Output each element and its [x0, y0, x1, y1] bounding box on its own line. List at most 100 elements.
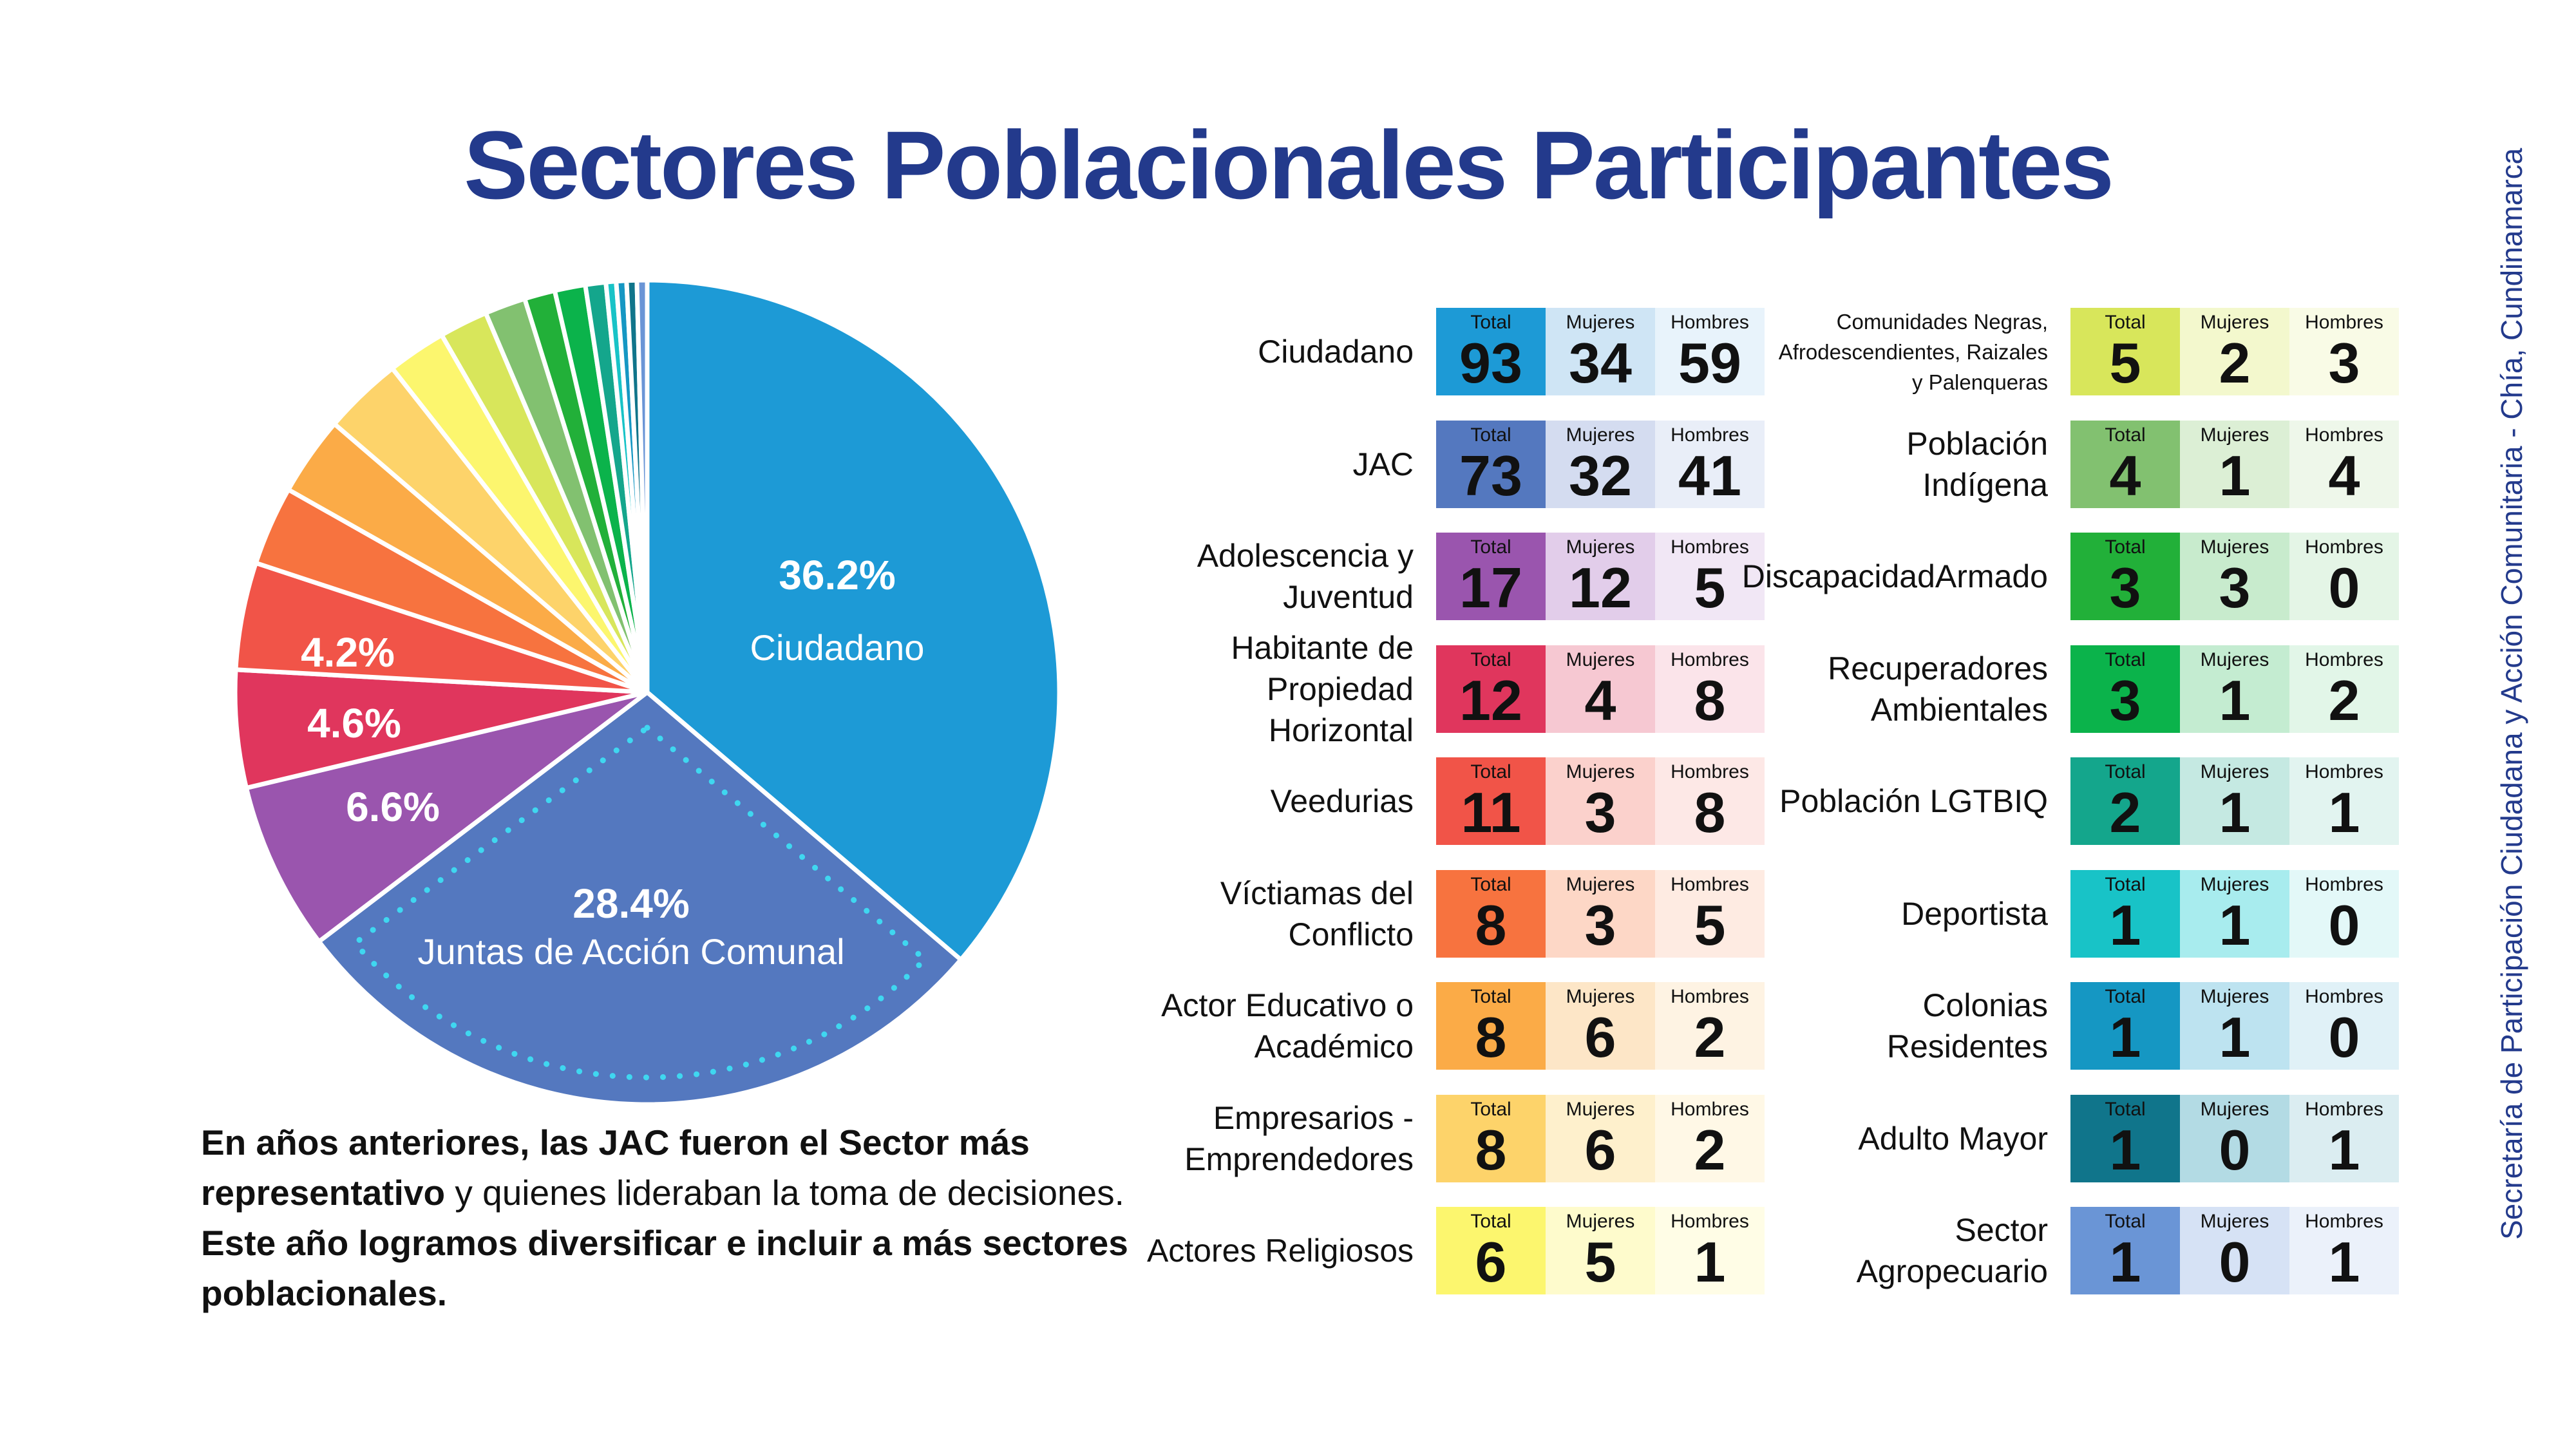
slice-label-pct-5: 4.2% — [301, 629, 395, 676]
cell-header: Total — [1470, 1211, 1511, 1232]
cell-header: Hombres — [1671, 1098, 1749, 1120]
sector-label: Actores Religiosos — [1104, 1207, 1414, 1294]
cell-value: 1 — [2109, 1005, 2141, 1069]
cell-value: 5 — [1694, 556, 1726, 620]
cell-hombres: Hombres 1 — [2289, 757, 2399, 845]
cell-total: Total 1 — [2070, 869, 2180, 958]
cell-header: Total — [1470, 424, 1511, 446]
cell-total: Total 1 — [2070, 1207, 2180, 1294]
sector-label: Sector Agropecuario — [1777, 1207, 2048, 1294]
cell-header: Hombres — [1671, 312, 1749, 333]
cell-hombres: Hombres 5 — [1655, 533, 1765, 620]
cell-header: Mujeres — [2200, 424, 2269, 446]
sector-label-line: Emprendedores — [1184, 1141, 1414, 1177]
sector-label: Víctiamas del Conflicto — [1104, 870, 1414, 958]
cell-value: 32 — [1569, 443, 1632, 507]
cell-header: Mujeres — [1566, 424, 1635, 446]
cell-value: 1 — [2219, 781, 2251, 844]
pie-slice-18 — [634, 278, 650, 695]
cell-total: Total 2 — [2070, 757, 2180, 845]
cell-header: Hombres — [2305, 761, 2383, 782]
left-sector-row-7: Actor Educativo o Académico Total 8 Mujeres 6… — [0, 982, 2576, 1070]
slice-label-pct-2: 28.4% — [573, 880, 689, 927]
cell-mujeres: Mujeres 4 — [1546, 645, 1655, 733]
cell-mujeres: Mujeres 34 — [1546, 308, 1655, 395]
sector-label: DiscapacidadArmado — [1742, 533, 2048, 620]
cell-value: 1 — [2109, 1117, 2141, 1182]
pie-slice-1 — [645, 278, 1062, 962]
cell-header: Mujeres — [1566, 761, 1635, 782]
sector-label: Población Indígena — [1777, 421, 2048, 508]
cell-value: 0 — [2328, 1005, 2360, 1069]
cell-mujeres: Mujeres 1 — [2180, 869, 2289, 958]
cell-value: 2 — [2219, 331, 2251, 395]
cell-header: Mujeres — [2200, 1098, 2269, 1120]
sector-label-line: Horizontal — [1268, 712, 1414, 748]
cell-header: Hombres — [1671, 649, 1749, 670]
cell-header: Mujeres — [2200, 986, 2269, 1007]
cell-value: 8 — [1694, 668, 1726, 732]
cell-header: Hombres — [1671, 761, 1749, 782]
cell-value: 1 — [1694, 1230, 1726, 1294]
cell-header: Hombres — [2305, 649, 2383, 670]
cell-hombres: Hombres 4 — [2289, 420, 2399, 508]
sector-label: Veedurias — [1104, 757, 1414, 845]
note-text: y quienes lideraban la toma de decisione… — [445, 1173, 1124, 1213]
cell-value: 17 — [1459, 556, 1522, 620]
cell-header: Mujeres — [2200, 536, 2269, 558]
cell-hombres: Hombres 5 — [1655, 869, 1765, 958]
cell-mujeres: Mujeres 3 — [1546, 757, 1655, 845]
cell-value: 12 — [1569, 556, 1632, 620]
cell-value: 3 — [2328, 331, 2360, 395]
cell-hombres: Hombres 8 — [1655, 645, 1765, 733]
sector-label: Adulto Mayor — [1777, 1095, 2048, 1182]
cell-value: 4 — [2328, 443, 2360, 507]
left-sector-row-9: Actores Religiosos Total 6 Mujeres 5 Hombres 1 — [0, 1207, 2576, 1294]
cell-mujeres: Mujeres 3 — [1546, 869, 1655, 958]
cell-hombres: Hombres 8 — [1655, 757, 1765, 845]
cell-total: Total 73 — [1436, 420, 1546, 508]
page-title: Sectores Poblacionales Participantes — [464, 111, 2114, 219]
sector-label-line: Adolescencia y Juventud — [1197, 538, 1414, 615]
note-bold-2: Este año logramos diversificar e incluir… — [201, 1223, 1128, 1313]
cell-header: Mujeres — [2200, 873, 2269, 895]
cell-header: Total — [1470, 649, 1511, 670]
cell-header: Hombres — [1671, 536, 1749, 558]
sector-label-line: Afrodescendientes, Raizales — [1778, 339, 2048, 364]
cell-value: 3 — [2109, 556, 2141, 620]
cell-header: Mujeres — [1566, 873, 1635, 895]
cell-value: 3 — [2109, 668, 2141, 732]
cell-value: 1 — [2219, 893, 2251, 957]
cell-mujeres: Mujeres 12 — [1546, 533, 1655, 620]
cell-value: 6 — [1584, 1117, 1616, 1182]
cell-header: Total — [2105, 649, 2146, 670]
cell-hombres: Hombres 0 — [2289, 982, 2399, 1070]
right-sector-row-3: DiscapacidadArmado Total 3 Mujeres 3 Hombres 0 — [0, 533, 2576, 620]
cell-value: 59 — [1678, 331, 1741, 395]
slice-label-name-2: Juntas de Acción Comunal — [417, 931, 844, 972]
sector-label-line: Empresarios - — [1213, 1099, 1414, 1136]
cell-hombres: Hombres 2 — [1655, 1094, 1765, 1182]
right-sector-row-7: Colonias Residentes Total 1 Mujeres 1 Hombres… — [0, 982, 2576, 1070]
cell-total: Total 1 — [2070, 1094, 2180, 1182]
right-sector-row-8: Adulto Mayor Total 1 Mujeres 0 Hombres 1 — [0, 1094, 2576, 1182]
sidebar-credit: Secretaría de Participación Ciudadana y … — [2495, 147, 2528, 1240]
cell-hombres: Hombres 0 — [2289, 869, 2399, 958]
cell-mujeres: Mujeres 2 — [2180, 308, 2289, 395]
sector-label-line: Actores Religiosos — [1146, 1233, 1414, 1269]
cell-value: 3 — [1584, 781, 1616, 844]
pie-slice-4 — [232, 667, 650, 791]
cell-mujeres: Mujeres 3 — [2180, 533, 2289, 620]
cell-header: Total — [2105, 1098, 2146, 1120]
sector-label: Recuperadores Ambientales — [1777, 645, 2048, 733]
cell-value: 3 — [1584, 893, 1616, 957]
cell-value: 6 — [1475, 1230, 1507, 1294]
pie-slice-3 — [243, 690, 650, 944]
cell-value: 1 — [2328, 1117, 2360, 1182]
cell-header: Mujeres — [1566, 536, 1635, 558]
cell-total: Total 5 — [2070, 308, 2180, 395]
cell-header: Mujeres — [1566, 312, 1635, 333]
cell-header: Hombres — [2305, 536, 2383, 558]
cell-header: Total — [2105, 1211, 2146, 1232]
cell-value: 0 — [2219, 1117, 2251, 1182]
